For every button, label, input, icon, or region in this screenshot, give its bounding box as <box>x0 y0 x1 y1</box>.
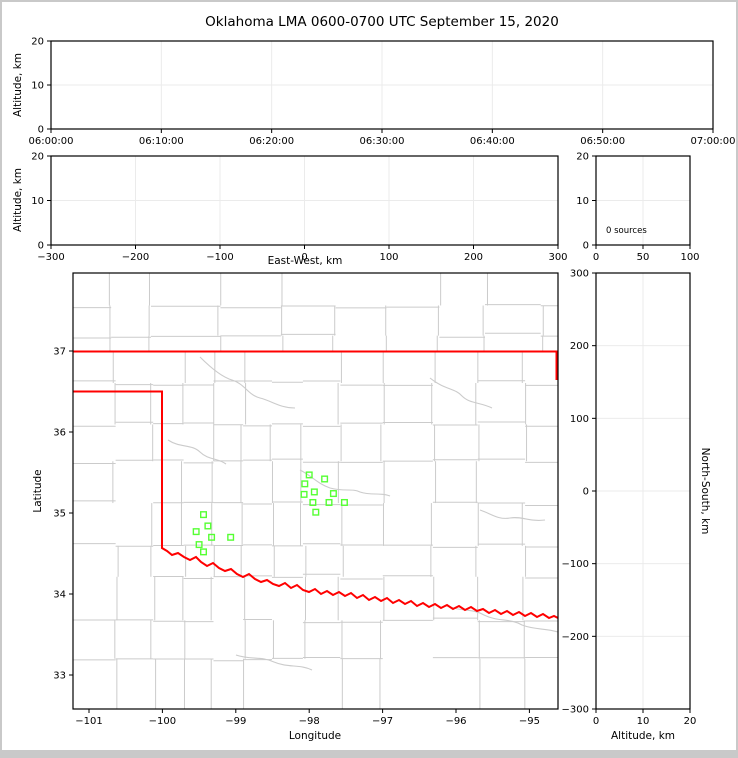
map-plot-area[interactable] <box>73 273 558 709</box>
ew-height-xtick-label: 300 <box>548 252 567 263</box>
ns-height-ytick-label: 200 <box>570 341 589 352</box>
ns-height-xtick-label: 0 <box>593 716 599 727</box>
lma-station-marker[interactable] <box>300 490 308 498</box>
lma-station-marker[interactable] <box>329 490 337 498</box>
ns-height-ytick-label: −100 <box>562 559 589 570</box>
lma-station-marker[interactable] <box>309 498 317 506</box>
source-count-annotation: 0 sources <box>606 226 647 236</box>
map-spine <box>72 272 559 710</box>
ns-height-xtick-label: 20 <box>684 716 697 727</box>
map-xtick-label: −100 <box>149 716 176 727</box>
time-height-ylabel: Altitude, km <box>12 53 24 117</box>
lma-station-marker[interactable] <box>305 471 313 479</box>
map-ytick-label: 35 <box>53 509 66 520</box>
time-height-ytick-label: 10 <box>31 81 44 92</box>
source-count-ytick-label: 20 <box>576 152 589 163</box>
ns-height-ytick-label: 0 <box>583 487 589 498</box>
time-height-xtick-label: 06:20:00 <box>249 136 294 147</box>
time-height-xtick-label: 06:30:00 <box>360 136 405 147</box>
river-line <box>479 509 546 521</box>
map-xlabel: Longitude <box>289 730 341 742</box>
time-height-xtick-label: 07:00:00 <box>691 136 736 147</box>
map-xtick-label: −98 <box>299 716 320 727</box>
lma-station-marker[interactable] <box>227 533 235 541</box>
river-line <box>235 654 313 671</box>
map-xtick-label: −97 <box>372 716 393 727</box>
time-height-ytick-label: 0 <box>38 125 44 136</box>
map-xtick-label: −95 <box>519 716 540 727</box>
map-xtick-label: −101 <box>75 716 102 727</box>
ew-height-ytick-label: 0 <box>38 241 44 252</box>
map-ytick-label: 33 <box>53 671 66 682</box>
lma-station-marker[interactable] <box>200 548 208 556</box>
source-count-xtick-label: 0 <box>593 252 599 263</box>
source-count-xtick-label: 50 <box>637 252 650 263</box>
lma-station-marker[interactable] <box>301 480 309 488</box>
map-xtick-label: −96 <box>445 716 466 727</box>
lma-station-marker[interactable] <box>195 541 203 549</box>
ns-height-ytick-label: 300 <box>570 269 589 280</box>
ew-height-xtick-label: −300 <box>37 252 64 263</box>
ew-height-ytick-label: 20 <box>31 152 44 163</box>
river-line <box>167 439 227 465</box>
time-height-xtick-label: 06:50:00 <box>580 136 625 147</box>
river-line <box>299 469 391 497</box>
lma-station-marker[interactable] <box>321 475 329 483</box>
ew-height-xtick-label: −100 <box>206 252 233 263</box>
lma-station-marker[interactable] <box>192 528 200 536</box>
ew-height-xtick-label: −200 <box>122 252 149 263</box>
ns-height-xtick-label: 10 <box>637 716 650 727</box>
panels-group: 06:00:00 06:10:00 06:20:00 06:30:00 06:40:00… <box>29 37 736 728</box>
ew-height-ytick-label: 10 <box>31 196 44 207</box>
lma-station-marker[interactable] <box>325 498 333 506</box>
ns-height-ytick-label: −200 <box>562 632 589 643</box>
lma-station-marker[interactable] <box>204 522 212 530</box>
figure-title: Oklahoma LMA 0600-0700 UTC September 15,… <box>205 14 559 30</box>
state-border-texas-redriver <box>73 390 558 620</box>
ew-height-xtick-label: 100 <box>379 252 398 263</box>
map-ytick-label: 36 <box>53 428 66 439</box>
river-line <box>199 356 296 409</box>
time-height-xtick-label: 06:40:00 <box>470 136 515 147</box>
map-ytick-label: 37 <box>53 347 66 358</box>
ew-height-xtick-label: 0 <box>301 252 307 263</box>
lma-station-marker[interactable] <box>340 498 348 506</box>
ew-height-xlabel: East-West, km <box>268 255 343 267</box>
source-count-ytick-label: 0 <box>583 241 589 252</box>
time-height-ytick-label: 20 <box>31 37 44 48</box>
ns-height-xlabel: Altitude, km <box>611 730 675 742</box>
state-border-kansas <box>73 350 558 380</box>
time-height-xtick-label: 06:10:00 <box>139 136 184 147</box>
lma-station-marker[interactable] <box>208 533 216 541</box>
time-height-xtick-label: 06:00:00 <box>29 136 74 147</box>
ew-height-ylabel: Altitude, km <box>12 168 24 232</box>
source-count-xtick-label: 100 <box>680 252 699 263</box>
lma-station-marker[interactable] <box>310 488 318 496</box>
lma-station-marker[interactable] <box>312 508 320 516</box>
source-count-ytick-label: 10 <box>576 196 589 207</box>
map-content <box>73 273 558 709</box>
lma-station-marker[interactable] <box>200 511 208 519</box>
map-xtick-label: −99 <box>225 716 246 727</box>
ns-height-ylabel: North-South, km <box>699 448 711 535</box>
ns-height-ytick-label: 100 <box>570 414 589 425</box>
river-line <box>429 377 493 409</box>
map-ytick-label: 34 <box>53 590 66 601</box>
ns-height-ytick-label: −300 <box>562 705 589 716</box>
ew-height-xtick-label: 200 <box>464 252 483 263</box>
map-ylabel: Latitude <box>32 469 44 512</box>
